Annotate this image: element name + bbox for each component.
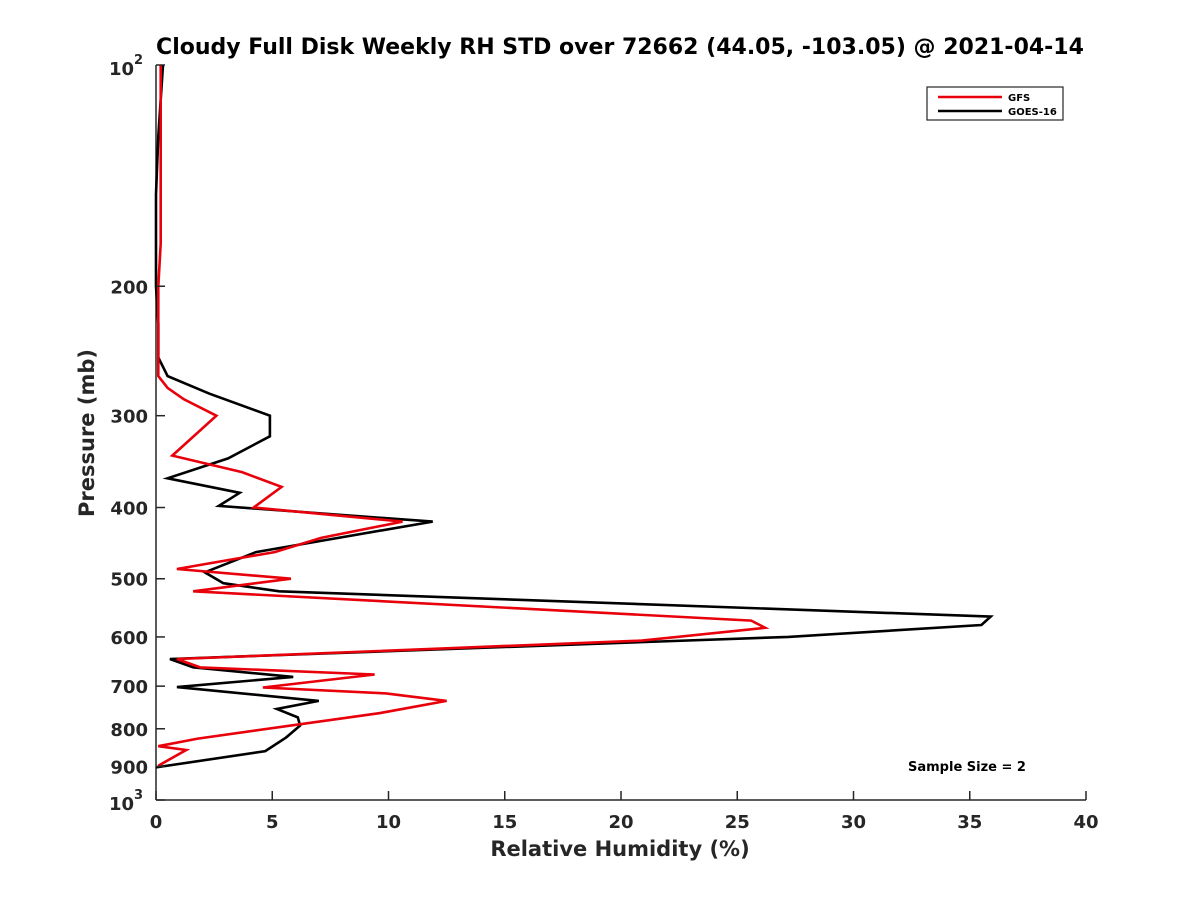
chart-title: Cloudy Full Disk Weekly RH STD over 7266… <box>156 35 1084 60</box>
series-line-gfs <box>157 65 770 767</box>
y-axis-label: Pressure (mb) <box>75 349 99 517</box>
y-tick-label: 500 <box>110 570 148 591</box>
y-tick-label: 900 <box>110 757 148 778</box>
x-tick-label: 0 <box>150 812 163 833</box>
x-tick-label: 15 <box>492 812 517 833</box>
legend-box <box>926 86 1064 121</box>
y-tick-label: 400 <box>110 499 148 520</box>
y-tick-label: 800 <box>110 720 148 741</box>
y-tick-label-base: 10 <box>109 794 134 815</box>
y-tick-label: 700 <box>110 677 148 698</box>
series-layer <box>154 64 994 769</box>
y-tick-label: 200 <box>110 277 148 298</box>
x-tick-label: 25 <box>725 812 750 833</box>
x-tick-label: 10 <box>376 812 401 833</box>
x-tick-label: 5 <box>266 812 279 833</box>
x-axis-label: Relative Humidity (%) <box>490 837 749 861</box>
y-tick-label: 600 <box>110 628 148 649</box>
y-tick-label-base: 10 <box>109 59 134 80</box>
sample-size-annotation: Sample Size = 2 <box>908 760 1026 775</box>
legend-label-gfs: GFS <box>1008 93 1030 104</box>
x-tick-label: 30 <box>841 812 866 833</box>
series-line-goes-16 <box>154 64 994 769</box>
x-tick-label: 35 <box>957 812 982 833</box>
y-tick-label: 300 <box>110 407 148 428</box>
legend: GFS GOES-16 <box>926 86 1064 121</box>
y-tick-label-exponent: 2 <box>134 53 143 68</box>
y-tick-label-exponent: 3 <box>134 788 143 803</box>
x-tick-label: 20 <box>608 812 633 833</box>
x-axis: 0 5 10 15 20 25 30 35 40 <box>150 791 1099 833</box>
x-tick-label: 40 <box>1073 812 1098 833</box>
legend-label-goes-16: GOES-16 <box>1008 107 1057 118</box>
